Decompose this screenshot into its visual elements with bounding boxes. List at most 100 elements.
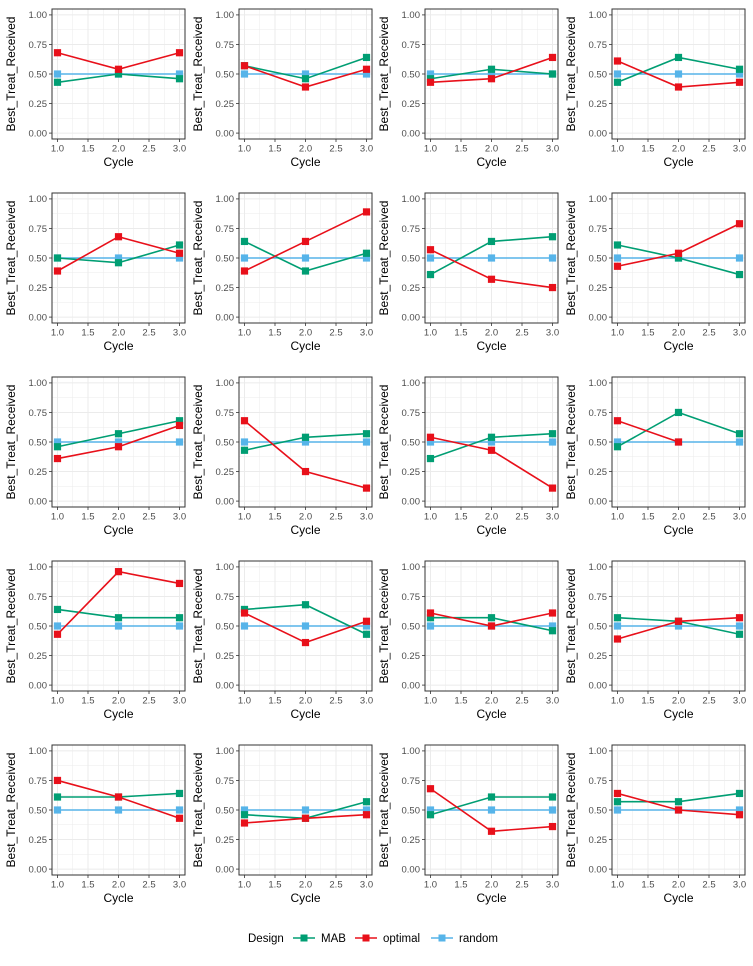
point-random [53,622,62,630]
point-random [426,622,435,630]
point-optimal [674,617,683,625]
panel-8: 0.00 0.25 0.50 0.75 1.00 1.0 1.5 2.0 2.5 3.0 Cycle… [564,192,746,353]
point-mab [240,237,249,246]
point-random [362,806,371,814]
y-tick-label: 0.25 [29,283,48,294]
point-mab [487,65,496,73]
y-tick-label: 0.50 [402,805,421,816]
x-tick-label: 3.0 [173,696,186,707]
y-axis-title: Best_Treat_Received [191,569,205,684]
series-line-optimal [617,419,679,443]
y-tick-label: 0.50 [29,253,48,264]
point-optimal [548,484,557,492]
x-tick-label: 1.5 [641,328,654,339]
y-tick-label: 0.75 [216,408,235,419]
y-tick-label: 0.50 [589,437,608,448]
y-tick-label: 0.00 [402,680,421,691]
point-random [114,254,123,262]
point-optimal [613,789,622,798]
legend-item-optimal: optimal [355,933,420,945]
point-mab [426,614,435,622]
y-tick-label: 0.00 [216,680,235,691]
point-optimal [548,609,557,617]
x-tick-label: 2.0 [485,512,498,523]
legend-item-random: random [431,933,498,945]
point-optimal [114,443,123,451]
point-optimal [613,417,622,425]
y-tick-label: 0.25 [589,99,608,110]
x-tick-label: 2.5 [515,880,528,891]
y-tick-label: 0.25 [216,99,235,110]
y-tick-label: 0.75 [402,592,421,603]
y-tick-label: 0.00 [589,312,608,323]
x-tick-label: 1.5 [81,328,94,339]
y-tick-label: 0.50 [589,69,608,80]
y-tick-label: 0.00 [216,128,235,139]
y-axis-title: Best_Treat_Received [4,569,18,684]
x-tick-label: 1.5 [268,328,281,339]
y-tick-label: 0.50 [216,437,235,448]
x-axis-title: Cycle [663,707,693,721]
point-random [487,70,496,78]
point-random [613,806,622,814]
x-tick-label: 3.0 [173,880,186,891]
x-axis-title: Cycle [290,339,320,353]
point-mab [175,75,184,83]
point-random [613,70,622,78]
x-axis-title: Cycle [476,707,506,721]
legend: Design MAB optimal random [248,933,498,945]
point-random [301,806,310,814]
x-tick-label: 2.0 [112,328,125,339]
y-tick-label: 0.25 [589,835,608,846]
y-tick-label: 0.00 [402,128,421,139]
x-tick-label: 1.5 [641,880,654,891]
y-tick-label: 0.50 [589,621,608,632]
point-mab [301,601,310,609]
panel-5: 0.00 0.25 0.50 0.75 1.00 1.0 1.5 2.0 2.5 3.0 Cycle… [4,192,186,353]
y-tick-label: 0.00 [29,864,48,875]
point-mab [362,630,371,638]
point-random [426,70,435,78]
point-optimal [362,484,371,492]
x-axis-title: Cycle [476,155,506,169]
x-tick-label: 2.0 [112,144,125,155]
point-mab [53,254,62,262]
x-tick-label: 2.5 [702,880,715,891]
point-mab [426,811,435,819]
point-optimal [301,638,310,647]
x-axis-title: Cycle [476,523,506,537]
x-tick-label: 1.0 [51,144,64,155]
y-axis-title: Best_Treat_Received [191,753,205,868]
x-axis-title: Cycle [476,339,506,353]
y-tick-label: 0.75 [402,776,421,787]
x-tick-label: 1.5 [268,696,281,707]
y-tick-label: 0.50 [216,69,235,80]
y-tick-label: 1.00 [589,562,608,573]
x-tick-label: 1.5 [454,512,467,523]
panel-11: 0.00 0.25 0.50 0.75 1.00 1.0 1.5 2.0 2.5 3.0 Cycle… [377,376,559,537]
legend-key-optimal-marker [362,934,370,942]
x-tick-label: 1.0 [51,328,64,339]
point-mab [674,798,683,806]
x-tick-label: 1.5 [454,880,467,891]
y-tick-label: 0.25 [402,467,421,478]
x-tick-label: 3.0 [360,512,373,523]
y-tick-label: 0.75 [29,224,48,235]
x-tick-label: 1.5 [268,512,281,523]
point-optimal [114,65,123,73]
y-tick-label: 0.00 [29,128,48,139]
point-optimal [735,811,744,819]
point-random [53,70,62,78]
point-mab [53,443,62,451]
point-random [548,254,557,262]
point-random [735,254,744,262]
point-optimal [53,267,62,275]
point-optimal [240,609,249,617]
point-optimal [362,811,371,819]
x-tick-label: 3.0 [546,512,559,523]
point-random [175,70,184,78]
x-tick-label: 3.0 [733,512,746,523]
x-tick-label: 2.0 [672,512,685,523]
point-random [735,806,744,814]
